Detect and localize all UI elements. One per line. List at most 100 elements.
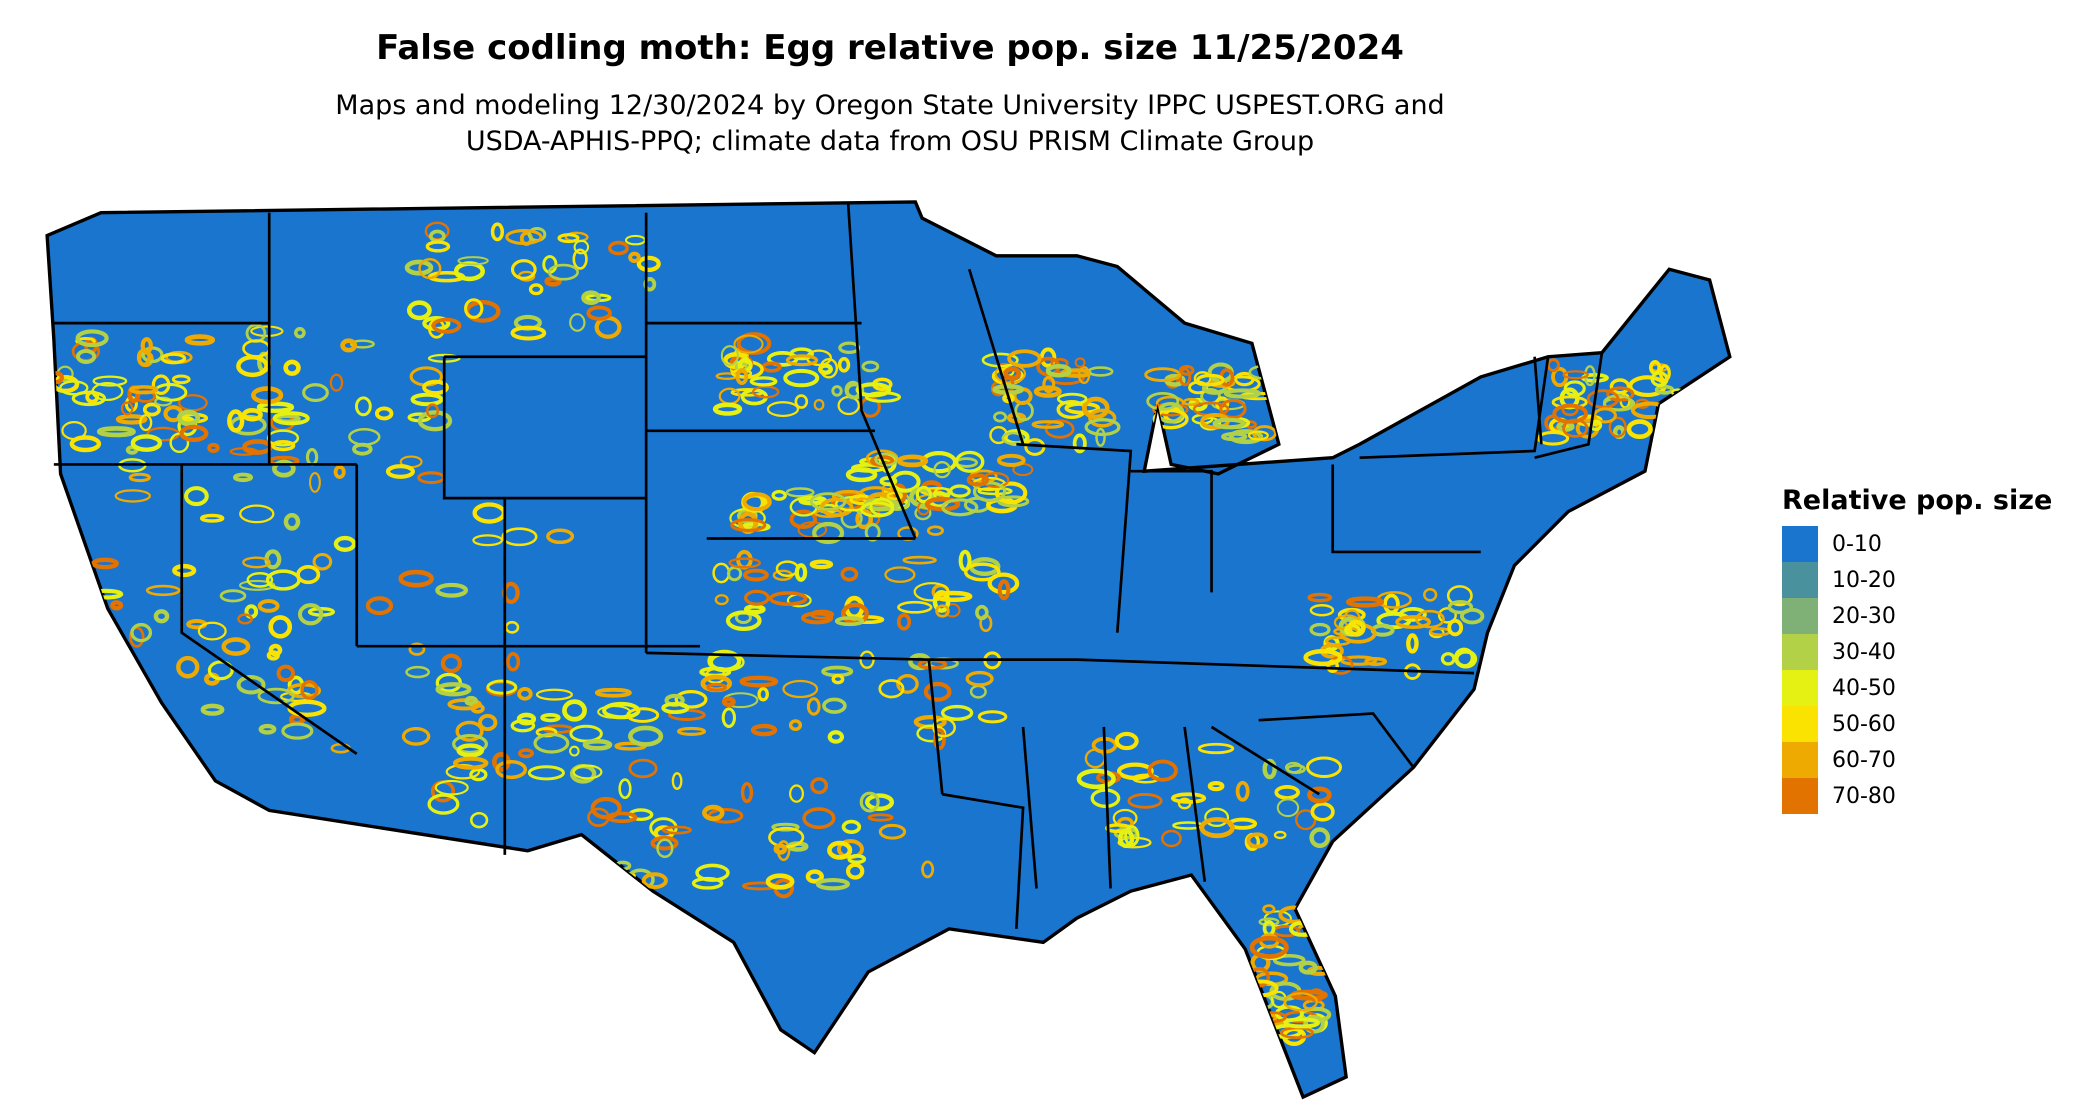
population-patch [139, 414, 153, 432]
population-patch [661, 701, 690, 715]
population-patch [812, 521, 845, 545]
population-patch [546, 528, 575, 544]
population-patch [809, 492, 847, 511]
population-patch [425, 403, 440, 419]
population-patch [740, 782, 754, 804]
population-patch [726, 566, 743, 582]
population-patch [867, 813, 894, 822]
population-patch [656, 838, 674, 859]
population-patch [251, 386, 284, 405]
population-patch [505, 229, 543, 245]
population-patch [120, 401, 134, 416]
population-patch [628, 251, 641, 264]
population-patch [312, 553, 333, 571]
population-patch [819, 357, 839, 379]
population-patch [276, 664, 295, 683]
legend-swatch [1782, 598, 1818, 634]
population-patch [977, 710, 1008, 724]
population-patch [61, 421, 87, 441]
population-patch [1095, 427, 1106, 447]
population-patch [510, 325, 547, 341]
population-patch [271, 440, 296, 452]
legend-label: 40-50 [1832, 675, 1896, 701]
population-patch [932, 717, 956, 738]
population-patch [933, 728, 946, 751]
population-patch [997, 579, 1011, 601]
population-patch [773, 843, 788, 855]
population-patch [926, 525, 944, 536]
population-patch [239, 504, 275, 524]
population-patch [837, 357, 851, 373]
population-patch [861, 360, 880, 373]
population-patch [1303, 649, 1343, 667]
population-patch [197, 621, 227, 641]
legend-swatch [1782, 562, 1818, 598]
population-patch [975, 604, 989, 621]
legend-title: Relative pop. size [1782, 485, 2053, 516]
legend-swatch [1782, 634, 1818, 670]
population-patches [47, 221, 1696, 1046]
population-patch [1182, 397, 1200, 407]
population-patch [865, 793, 895, 812]
population-patch [714, 594, 729, 606]
population-patch [993, 411, 1008, 423]
population-patch [1147, 759, 1178, 782]
legend-item: 70-80 [1782, 778, 2052, 814]
population-patch [1273, 830, 1287, 840]
population-patch [457, 256, 489, 266]
population-patch [1446, 585, 1473, 607]
population-patch [841, 819, 862, 834]
population-patch [618, 778, 632, 799]
population-patch [789, 347, 814, 361]
population-patch [712, 402, 743, 416]
legend-label: 50-60 [1832, 711, 1896, 737]
population-patch [128, 472, 151, 483]
map-title: False codling moth: Egg relative pop. si… [376, 28, 1404, 68]
population-patch [232, 472, 254, 483]
population-patch [272, 459, 296, 478]
population-patch [1663, 412, 1696, 424]
legend-item: 30-40 [1782, 634, 2052, 670]
population-patch [130, 622, 153, 643]
population-patch [1340, 655, 1378, 666]
population-patch [1309, 622, 1331, 637]
population-patch [283, 512, 301, 531]
population-patch [879, 476, 898, 487]
population-patch [296, 564, 321, 585]
population-patch [540, 713, 561, 723]
legend-label: 70-80 [1832, 783, 1896, 809]
population-patch [847, 854, 867, 865]
population-patch [501, 527, 538, 547]
population-patch [535, 688, 573, 701]
population-patch [1262, 758, 1277, 780]
population-patch [676, 726, 707, 736]
population-patch [1309, 827, 1331, 848]
population-patch [517, 687, 533, 701]
population-patch [258, 723, 277, 735]
population-patch [1044, 419, 1075, 439]
map-subtitle-line-2: USDA-APHIS-PPQ; climate data from OSU PR… [465, 126, 1315, 157]
population-patch [725, 610, 762, 631]
population-patch [1658, 364, 1671, 382]
population-patch [256, 401, 295, 413]
population-patch [855, 382, 892, 398]
population-patch [1056, 392, 1088, 406]
population-patch [172, 563, 197, 578]
population-patch [1295, 809, 1317, 831]
population-patch [834, 616, 865, 627]
population-patch [184, 486, 209, 507]
population-patch [1437, 607, 1457, 624]
population-patch [765, 873, 795, 890]
population-patch [1274, 784, 1300, 800]
population-patch [1562, 370, 1589, 380]
population-patch [1031, 420, 1065, 429]
us-outline [45, 200, 1732, 1100]
population-patch [750, 723, 778, 737]
population-patch [933, 461, 951, 479]
population-patch [628, 725, 664, 747]
population-patch [840, 566, 859, 582]
legend-item: 0-10 [1782, 526, 2052, 562]
population-patch [845, 862, 865, 880]
population-patch [309, 472, 321, 493]
population-patch [805, 869, 824, 884]
